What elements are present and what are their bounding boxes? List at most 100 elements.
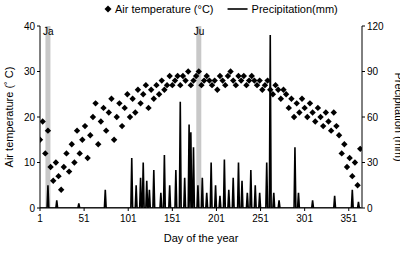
y2-tick-label: 90	[367, 66, 379, 77]
y-tick	[37, 71, 40, 72]
temperature-point	[69, 141, 75, 147]
temperature-point	[63, 150, 69, 156]
temperature-point	[87, 132, 93, 138]
temperature-point	[40, 118, 46, 124]
temperature-point	[196, 68, 202, 74]
temperature-point	[304, 114, 310, 120]
temperature-point	[74, 127, 80, 133]
y-tick-label: 40	[24, 21, 36, 32]
x-tick-label: 351	[340, 213, 357, 224]
temperature-point	[116, 100, 122, 106]
temperature-point	[256, 77, 262, 83]
temperature-point	[325, 118, 331, 124]
legend-swatch	[105, 6, 112, 13]
annotation-label: Ju	[194, 26, 205, 37]
temperature-point	[283, 91, 289, 97]
annotation-bar	[196, 26, 201, 208]
temperature-point	[182, 77, 188, 83]
x-tick	[304, 208, 305, 211]
x-tick	[216, 208, 217, 211]
temperature-point	[185, 68, 191, 74]
temperature-point	[148, 87, 154, 93]
y2-tick	[362, 117, 365, 118]
temperature-point	[352, 159, 358, 165]
y2-axis-label: Precipitation (mm)	[393, 72, 400, 161]
temperature-point	[331, 109, 337, 115]
temperature-point	[95, 141, 101, 147]
temperature-point	[151, 96, 157, 102]
temperature-point	[320, 123, 326, 129]
legend-label: Precipitation(mm)	[252, 3, 338, 15]
temperature-point	[309, 109, 315, 115]
temperature-point	[145, 105, 151, 111]
temperature-point	[58, 187, 64, 193]
temperature-point	[307, 100, 313, 106]
y2-tick-label: 30	[367, 157, 379, 168]
temperature-point	[61, 164, 67, 170]
temperature-point	[53, 159, 59, 165]
temperature-point	[127, 114, 133, 120]
y-tick-label: 30	[24, 66, 36, 77]
temperature-point	[291, 114, 297, 120]
temperature-point	[166, 73, 172, 79]
temperature-point	[71, 159, 77, 165]
temperature-point	[233, 82, 239, 88]
temperature-point	[135, 87, 141, 93]
annotation-bar	[45, 26, 50, 208]
x-tick	[260, 208, 261, 211]
temperature-point	[156, 91, 162, 97]
temperature-point	[124, 91, 130, 97]
temperature-point	[143, 82, 149, 88]
temperature-point	[76, 150, 82, 156]
precipitation-line	[40, 35, 361, 208]
temperature-point	[301, 105, 307, 111]
y-axis-label: Air temperature (˚ C)	[3, 67, 15, 168]
temperature-point	[341, 141, 347, 147]
x-tick-label: 301	[296, 213, 313, 224]
x-tick	[348, 208, 349, 211]
temperature-point	[177, 82, 183, 88]
temperature-point	[339, 150, 345, 156]
temperature-point	[42, 150, 48, 156]
temperature-point	[159, 77, 165, 83]
plot-data	[40, 35, 362, 208]
temperature-point	[103, 127, 109, 133]
x-tick-label: 251	[252, 213, 269, 224]
temperature-point	[336, 132, 342, 138]
temperature-point	[211, 77, 217, 83]
y-tick	[37, 162, 40, 163]
temperature-point	[137, 100, 143, 106]
temperature-point	[349, 173, 355, 179]
temperature-point	[114, 114, 120, 120]
temperature-point	[344, 164, 350, 170]
y-tick	[37, 117, 40, 118]
x-tick-label: 151	[164, 213, 181, 224]
temperature-point	[317, 114, 323, 120]
temperature-point	[333, 123, 339, 129]
temperature-point	[90, 114, 96, 120]
temperature-point	[315, 105, 321, 111]
temperature-point	[323, 109, 329, 115]
annotation-label: Ja	[43, 26, 54, 37]
temperature-point	[47, 164, 53, 170]
temperature-point	[129, 96, 135, 102]
y2-tick-label: 120	[367, 21, 384, 32]
y-tick-label: 0	[29, 203, 35, 214]
temperature-point	[108, 96, 114, 102]
temperature-point	[241, 73, 247, 79]
temperature-point	[92, 100, 98, 106]
temperature-point	[79, 137, 85, 143]
temperature-point	[153, 82, 159, 88]
temperature-point	[106, 109, 112, 115]
y-tick	[37, 26, 40, 27]
legend-swatch	[228, 8, 248, 10]
y2-tick	[362, 208, 365, 209]
y2-tick-label: 60	[367, 112, 379, 123]
temperature-point	[55, 173, 61, 179]
x-tick-label: 101	[120, 213, 137, 224]
temperature-point	[227, 68, 233, 74]
temperature-point	[45, 127, 51, 133]
temperature-point	[299, 96, 305, 102]
temperature-point	[357, 146, 362, 152]
temperature-point	[50, 178, 56, 184]
